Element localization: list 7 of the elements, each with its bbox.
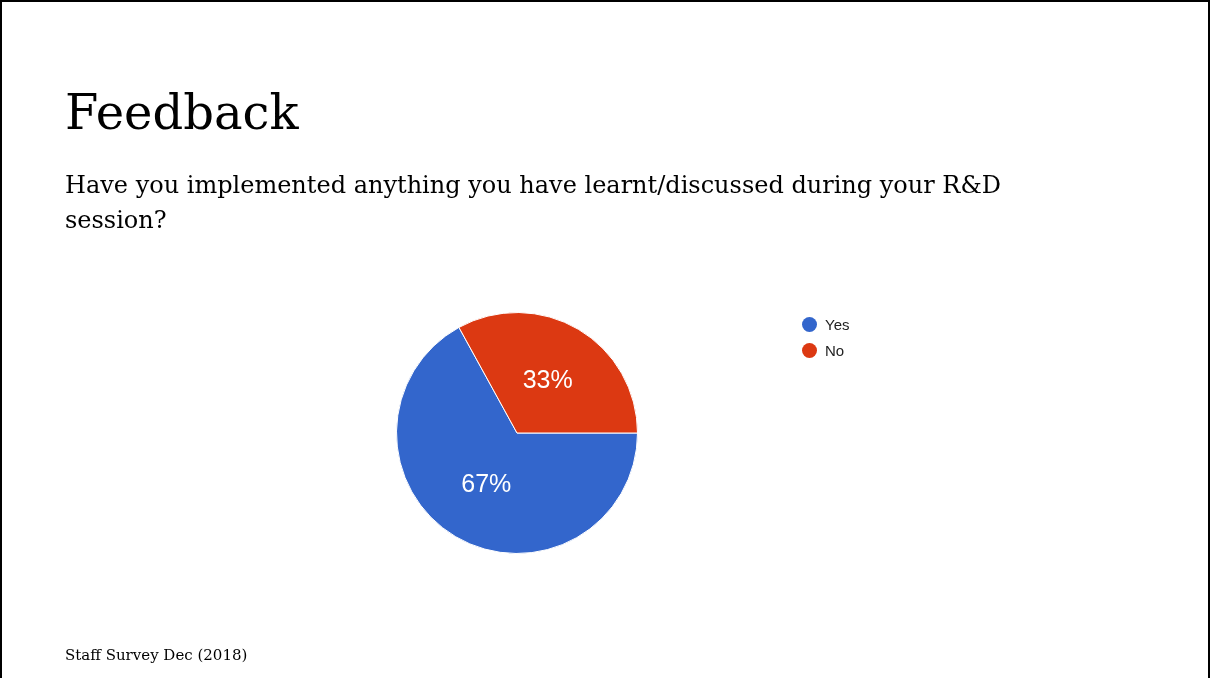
text: Staff Survey Dec (2018) bbox=[65, 646, 248, 664]
data-label: 33% bbox=[522, 365, 573, 394]
legend-label: Yes bbox=[825, 315, 850, 333]
chart-subtitle: Have you implemented anything you have learnt/discussed during your R&D session? bbox=[65, 170, 1003, 236]
legend-label: No bbox=[825, 341, 845, 359]
chart-title: Feedback bbox=[65, 84, 299, 140]
data-label: 67% bbox=[461, 468, 512, 497]
